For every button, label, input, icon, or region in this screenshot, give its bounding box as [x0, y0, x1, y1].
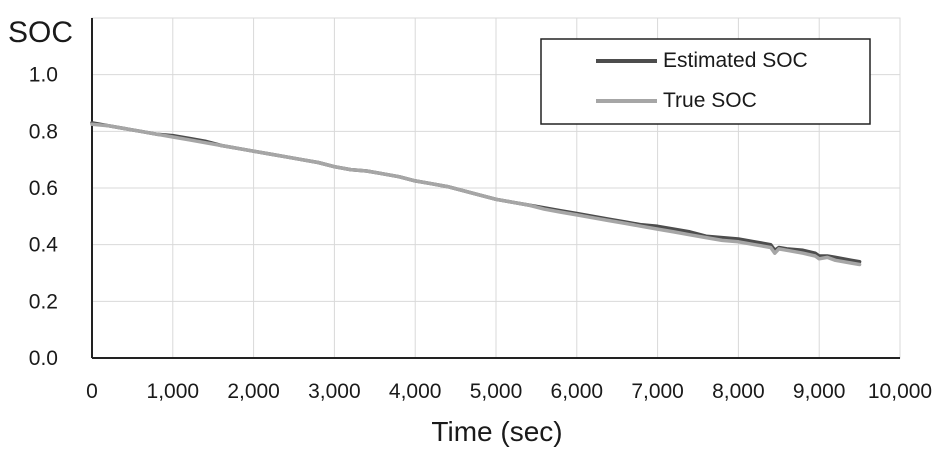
series: [90, 121, 862, 267]
x-tick-label: 6,000: [551, 380, 604, 403]
y-tick-label: 0.4: [29, 234, 59, 257]
x-tick-label: 9,000: [793, 380, 846, 403]
x-tick-label: 3,000: [308, 380, 361, 403]
series-line-true-soc: [90, 122, 862, 267]
x-tick-label: 0: [86, 380, 98, 403]
x-axis-title: Time (sec): [431, 416, 562, 447]
x-tick-label: 2,000: [227, 380, 280, 403]
x-tick-label: 8,000: [712, 380, 765, 403]
legend-label-estimated-soc: Estimated SOC: [663, 49, 808, 72]
x-tick-label: 1,000: [147, 380, 200, 403]
legend-label-true-soc: True SOC: [663, 89, 757, 112]
tick-labels: 0.0 0.2 0.4 0.6 0.8 1.0 0 1,000 2,000 3,000 4,000 5…: [29, 64, 932, 403]
x-tick-label: 4,000: [389, 380, 442, 403]
legend-box: [540, 38, 871, 125]
y-tick-label: 1.0: [29, 64, 58, 87]
y-axis-title: SOC: [8, 16, 73, 49]
x-tick-label: 5,000: [470, 380, 523, 403]
axes: [91, 18, 900, 359]
x-tick-label: 10,000: [868, 380, 932, 403]
y-tick-label: 0.6: [29, 177, 58, 200]
legend: Estimated SOC True SOC: [540, 38, 871, 125]
y-tick-label: 0.8: [29, 120, 58, 143]
y-tick-label: 0.0: [29, 347, 58, 370]
y-tick-label: 0.2: [29, 290, 58, 313]
x-tick-label: 7,000: [631, 380, 684, 403]
